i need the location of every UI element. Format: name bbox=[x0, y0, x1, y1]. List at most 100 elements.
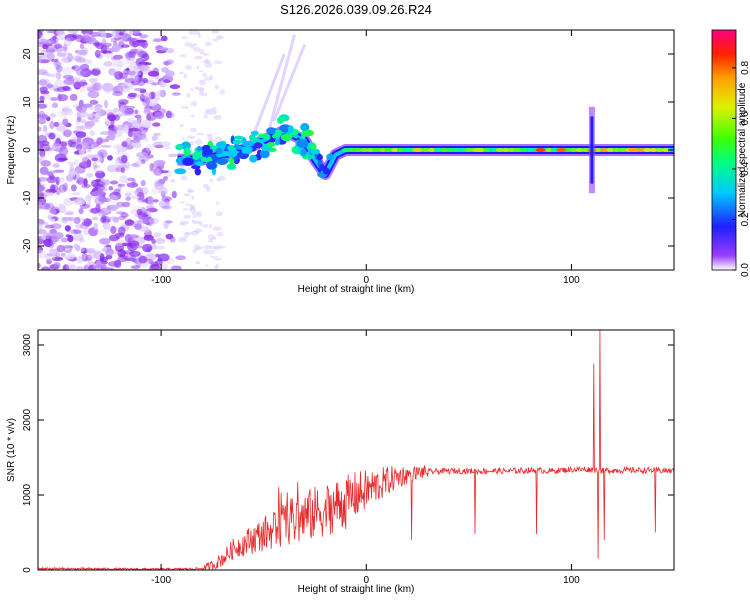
noise-blob bbox=[195, 132, 205, 135]
track-clump bbox=[296, 139, 309, 149]
noise-blob bbox=[201, 92, 208, 97]
noise-blob bbox=[152, 141, 165, 149]
noise-blob bbox=[180, 175, 188, 181]
noise-blob bbox=[96, 181, 106, 187]
noise-blob bbox=[162, 60, 171, 66]
noise-blob bbox=[113, 68, 120, 72]
noise-blob bbox=[117, 226, 126, 236]
noise-blob bbox=[96, 137, 103, 145]
noise-blob bbox=[44, 202, 55, 211]
noise-blob bbox=[194, 55, 203, 60]
noise-blob bbox=[108, 124, 114, 129]
colorbar-tick-label: 0.4 bbox=[740, 162, 750, 176]
noise-blob bbox=[78, 208, 84, 215]
noise-blob bbox=[58, 204, 66, 213]
noise-blob bbox=[132, 48, 144, 55]
noise-blob bbox=[94, 259, 103, 268]
noise-blob bbox=[215, 136, 223, 142]
noise-blob bbox=[202, 53, 210, 56]
noise-blob bbox=[209, 256, 219, 258]
track-clump bbox=[317, 154, 323, 161]
noise-blob bbox=[195, 261, 201, 265]
track-hotspot bbox=[391, 148, 399, 152]
noise-blob bbox=[141, 226, 151, 233]
noise-blob bbox=[38, 229, 47, 234]
noise-blob bbox=[75, 119, 80, 125]
noise-blob bbox=[182, 208, 189, 211]
noise-blob bbox=[195, 139, 203, 145]
noise-blob bbox=[155, 260, 163, 266]
noise-blob bbox=[153, 133, 159, 141]
noise-blob bbox=[186, 231, 192, 235]
noise-blob bbox=[61, 57, 72, 63]
colorbar-tick-label: 0.8 bbox=[740, 61, 750, 75]
noise-blob bbox=[211, 236, 217, 240]
noise-blob bbox=[207, 135, 214, 141]
track-hotspot bbox=[360, 148, 369, 152]
track-hotspot bbox=[397, 148, 406, 152]
noise-blob bbox=[157, 253, 170, 262]
noise-blob bbox=[108, 261, 120, 267]
noise-blob bbox=[183, 73, 188, 79]
noise-blob bbox=[76, 110, 88, 118]
noise-blob bbox=[41, 131, 50, 137]
noise-blob bbox=[71, 143, 81, 149]
noise-blob bbox=[213, 110, 217, 115]
noise-blob bbox=[210, 107, 218, 112]
noise-blob bbox=[169, 236, 176, 243]
noise-blob bbox=[99, 256, 108, 263]
noise-blob bbox=[149, 162, 154, 172]
noise-blob bbox=[181, 36, 188, 40]
noise-blob bbox=[130, 208, 139, 215]
noise-blob bbox=[180, 220, 190, 225]
noise-blob bbox=[132, 245, 144, 249]
track-hotspot bbox=[446, 148, 455, 152]
noise-blob bbox=[38, 184, 46, 192]
noise-blob bbox=[92, 216, 98, 221]
track-hotspot bbox=[569, 148, 578, 152]
track-clump bbox=[249, 154, 258, 163]
noise-blob bbox=[215, 263, 219, 269]
track-hotspot bbox=[526, 148, 535, 152]
noise-blob bbox=[86, 173, 94, 178]
track-hotspot bbox=[384, 148, 393, 152]
track-peak bbox=[628, 148, 638, 152]
noise-blob bbox=[203, 115, 209, 119]
noise-blob bbox=[121, 154, 128, 164]
noise-blob bbox=[62, 74, 74, 80]
noise-blob bbox=[102, 267, 115, 270]
noise-blob bbox=[112, 91, 123, 97]
track-clump bbox=[216, 158, 228, 166]
noise-blob bbox=[53, 262, 61, 267]
noise-blob bbox=[158, 187, 168, 195]
track-peak bbox=[535, 148, 546, 152]
noise-blob bbox=[208, 223, 213, 229]
noise-blob bbox=[131, 119, 141, 128]
track-clump bbox=[300, 148, 307, 157]
noise-blob bbox=[49, 36, 59, 45]
noise-blob bbox=[67, 161, 76, 166]
track-hotspot bbox=[458, 148, 467, 152]
noise-blob bbox=[64, 140, 73, 145]
heatmap-ylabel: Frequency (Hz) bbox=[6, 116, 17, 185]
noise-blob bbox=[146, 205, 155, 209]
noise-blob bbox=[181, 106, 189, 109]
noise-blob bbox=[42, 44, 49, 50]
noise-blob bbox=[127, 177, 135, 182]
noise-blob bbox=[47, 214, 53, 220]
noise-blob bbox=[113, 188, 121, 196]
noise-blob bbox=[79, 119, 87, 124]
track-clump bbox=[226, 149, 238, 158]
noise-blob bbox=[38, 69, 48, 75]
track-clump bbox=[266, 127, 277, 134]
noise-blob bbox=[165, 110, 172, 119]
noise-blob bbox=[165, 59, 174, 65]
noise-blob bbox=[153, 199, 159, 203]
noise-blob bbox=[191, 195, 195, 200]
noise-blob bbox=[109, 180, 119, 185]
noise-blob bbox=[161, 263, 168, 270]
noise-blob bbox=[53, 169, 65, 173]
noise-blob bbox=[74, 159, 80, 167]
noise-blob bbox=[38, 103, 48, 109]
